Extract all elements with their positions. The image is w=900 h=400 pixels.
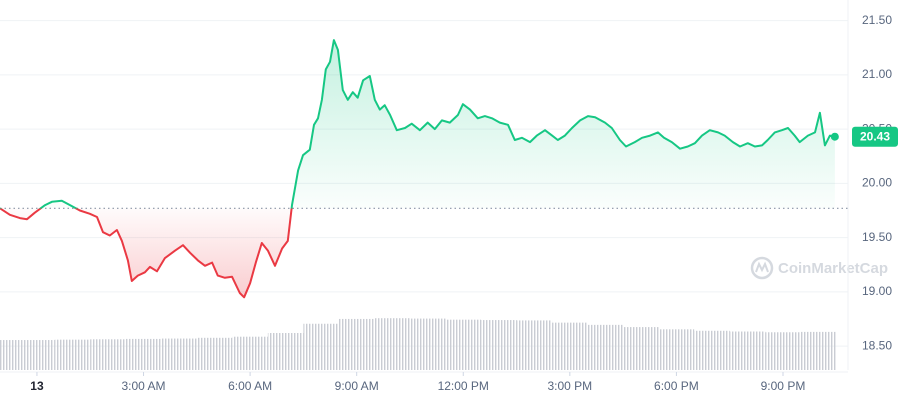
x-tick-label: 3:00 PM [547, 379, 592, 393]
volume-bar [587, 324, 624, 370]
volume-bar [516, 320, 553, 370]
current-point [830, 132, 839, 141]
volume-bar [374, 318, 410, 370]
y-tick-label: 19.00 [862, 284, 892, 298]
volume-bar [267, 333, 304, 370]
y-tick-label: 19.50 [862, 230, 892, 244]
volume-bar [800, 331, 836, 370]
x-tick-label: 9:00 PM [761, 379, 806, 393]
watermark: CoinMarketCap [750, 256, 888, 280]
volume-bar [694, 330, 730, 370]
price-line [0, 39, 836, 299]
volume-bar [19, 340, 55, 370]
volume-bar [0, 340, 20, 370]
watermark-text: CoinMarketCap [778, 260, 888, 277]
y-tick-label: 21.00 [862, 67, 892, 81]
volume-bar [445, 319, 482, 370]
x-tick-label: 13 [30, 379, 44, 393]
volume-bar [552, 322, 588, 370]
volume-bar [658, 329, 695, 370]
price-tag-bg [852, 126, 898, 147]
price-tag: 20.43 [860, 129, 890, 143]
volume-bar [765, 332, 801, 370]
volume-bar [623, 327, 659, 370]
volume-bar [90, 339, 126, 370]
volume-bar [409, 318, 446, 370]
area [0, 40, 835, 298]
x-tick-label: 3:00 AM [122, 379, 166, 393]
x-tick-label: 9:00 AM [335, 379, 379, 393]
volume-bar [196, 337, 233, 370]
x-tick-label: 6:00 PM [654, 379, 699, 393]
y-tick-label: 21.50 [862, 13, 892, 27]
volume-bar [125, 338, 162, 370]
volume-bar [303, 323, 339, 370]
x-tick-label: 12:00 PM [438, 379, 489, 393]
volume-bar [729, 331, 766, 370]
volume-bar [232, 336, 268, 370]
volume-bar [481, 320, 517, 370]
y-tick-label: 20.00 [862, 176, 892, 190]
y-tick-label: 18.50 [862, 338, 892, 352]
volume-bar [161, 338, 197, 370]
volume-bar [54, 339, 91, 370]
volume-bar [338, 318, 375, 370]
x-tick-label: 6:00 AM [228, 379, 272, 393]
